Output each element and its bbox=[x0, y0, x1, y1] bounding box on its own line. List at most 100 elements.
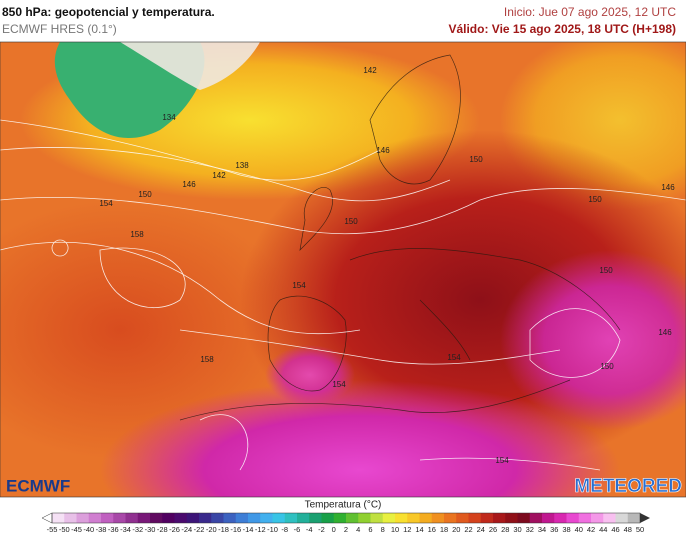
init-time: Inicio: Jue 07 ago 2025, 12 UTC bbox=[504, 5, 676, 19]
contour-label: 154 bbox=[332, 380, 346, 389]
color-swatch bbox=[505, 513, 518, 523]
colorbar-tick-label: 8 bbox=[381, 525, 385, 534]
colorbar-tick-label: 50 bbox=[636, 525, 644, 534]
colorbar-tick-label: -10 bbox=[267, 525, 278, 534]
color-swatch bbox=[137, 513, 151, 523]
contour-label: 134 bbox=[162, 113, 176, 122]
color-swatch bbox=[529, 513, 543, 523]
colorbar-tick-label: 22 bbox=[464, 525, 472, 534]
colorbar-tick-label: 6 bbox=[368, 525, 372, 534]
model-name: ECMWF HRES (0.1°) bbox=[2, 22, 117, 36]
contour-label: 150 bbox=[599, 266, 613, 275]
color-swatch bbox=[284, 513, 298, 523]
contour-label: 150 bbox=[588, 195, 602, 204]
color-swatch bbox=[321, 513, 335, 523]
color-swatch bbox=[431, 513, 445, 523]
colorbar-tick-label: -36 bbox=[108, 525, 119, 534]
colorbar-tick-label: -16 bbox=[230, 525, 241, 534]
color-swatch bbox=[627, 513, 641, 523]
map-frame bbox=[0, 41, 686, 498]
color-swatch bbox=[444, 513, 457, 523]
color-swatch bbox=[162, 513, 175, 523]
color-swatch bbox=[125, 513, 139, 523]
color-swatch bbox=[64, 513, 77, 523]
colorbar-tick-label: 24 bbox=[477, 525, 485, 534]
contour-label: 150 bbox=[469, 155, 483, 164]
colorbar-tick-label: 0 bbox=[332, 525, 336, 534]
color-swatch bbox=[419, 513, 433, 523]
colorbar-tick-label: -20 bbox=[206, 525, 217, 534]
colorbar-tick-label: -45 bbox=[71, 525, 82, 534]
color-swatch bbox=[615, 513, 629, 523]
color-swatch bbox=[199, 513, 212, 523]
color-swatch bbox=[211, 513, 224, 523]
colorbar-tick-label: -6 bbox=[294, 525, 301, 534]
colorbar-tick-label: 48 bbox=[624, 525, 632, 534]
color-swatch bbox=[150, 513, 163, 523]
color-swatch bbox=[407, 513, 420, 523]
colorbar-tick-label: -18 bbox=[218, 525, 229, 534]
colorbar-tick-label: -50 bbox=[59, 525, 70, 534]
colorbar-tick-label: -24 bbox=[181, 525, 192, 534]
colorbar-tick-label: -14 bbox=[243, 525, 254, 534]
contour-label: 150 bbox=[138, 190, 152, 199]
colorbar-tick-label: 20 bbox=[452, 525, 460, 534]
colorbar-tick-label: 30 bbox=[513, 525, 521, 534]
colorbar-tick-label: 16 bbox=[428, 525, 436, 534]
color-swatch bbox=[382, 513, 396, 523]
contour-label: 142 bbox=[363, 66, 377, 75]
color-swatch bbox=[456, 513, 469, 523]
colorbar-tick-label: 38 bbox=[562, 525, 570, 534]
color-swatch bbox=[309, 513, 322, 523]
colorbar-tick-label: 10 bbox=[391, 525, 399, 534]
map-field: 142 134 146 138 142 146 150 150 154 146 … bbox=[0, 42, 686, 497]
color-swatch bbox=[260, 513, 273, 523]
color-swatch bbox=[566, 513, 580, 523]
contour-label: 138 bbox=[235, 161, 249, 170]
colorbar-tick-label: 2 bbox=[344, 525, 348, 534]
meteored-logo: METEORED bbox=[574, 476, 682, 497]
colorbar-tick-label: 28 bbox=[501, 525, 509, 534]
colorbar-tick-label: -40 bbox=[83, 525, 94, 534]
contour-label: 158 bbox=[130, 230, 144, 239]
contour-label: 154 bbox=[447, 353, 461, 362]
colorbar-tick-label: -26 bbox=[169, 525, 180, 534]
colorbar-tick-label: -22 bbox=[194, 525, 205, 534]
color-swatch bbox=[88, 513, 102, 523]
color-swatch bbox=[591, 513, 604, 523]
color-swatch bbox=[297, 513, 310, 523]
color-swatch bbox=[554, 513, 567, 523]
color-swatch bbox=[578, 513, 592, 523]
colorbar-tick-label: -8 bbox=[281, 525, 288, 534]
colorbar-tick-label: -12 bbox=[255, 525, 266, 534]
colorbar-tick-label: -55 bbox=[47, 525, 58, 534]
colorbar-tick-label: -4 bbox=[306, 525, 313, 534]
contour-label: 154 bbox=[99, 199, 113, 208]
color-swatch bbox=[480, 513, 494, 523]
colorbar-tick-label: -28 bbox=[157, 525, 168, 534]
color-swatch bbox=[346, 513, 359, 523]
colorbar-title: Temperatura (°C) bbox=[305, 500, 382, 511]
contour-label: 146 bbox=[182, 180, 196, 189]
color-swatch bbox=[370, 513, 384, 523]
colorbar-arrow-right bbox=[640, 513, 650, 523]
colorbar-tick-label: 34 bbox=[538, 525, 546, 534]
color-swatch bbox=[76, 513, 90, 523]
color-swatch bbox=[333, 513, 347, 523]
contour-label: 146 bbox=[658, 328, 672, 337]
contour-label: 150 bbox=[344, 217, 358, 226]
color-swatch bbox=[113, 513, 126, 523]
colorbar-tick-label: 14 bbox=[415, 525, 423, 534]
colorbar-tick-label: -38 bbox=[96, 525, 107, 534]
color-swatch bbox=[248, 513, 261, 523]
colorbar-tick-label: 32 bbox=[526, 525, 534, 534]
colorbar-tick-label: 40 bbox=[575, 525, 583, 534]
contour-label: 154 bbox=[292, 281, 306, 290]
color-swatch bbox=[101, 513, 114, 523]
color-swatch bbox=[603, 513, 616, 523]
colorbar-tick-label: 12 bbox=[403, 525, 411, 534]
colorbar-tick-label: -32 bbox=[132, 525, 143, 534]
colorbar-tick-label: 36 bbox=[550, 525, 558, 534]
